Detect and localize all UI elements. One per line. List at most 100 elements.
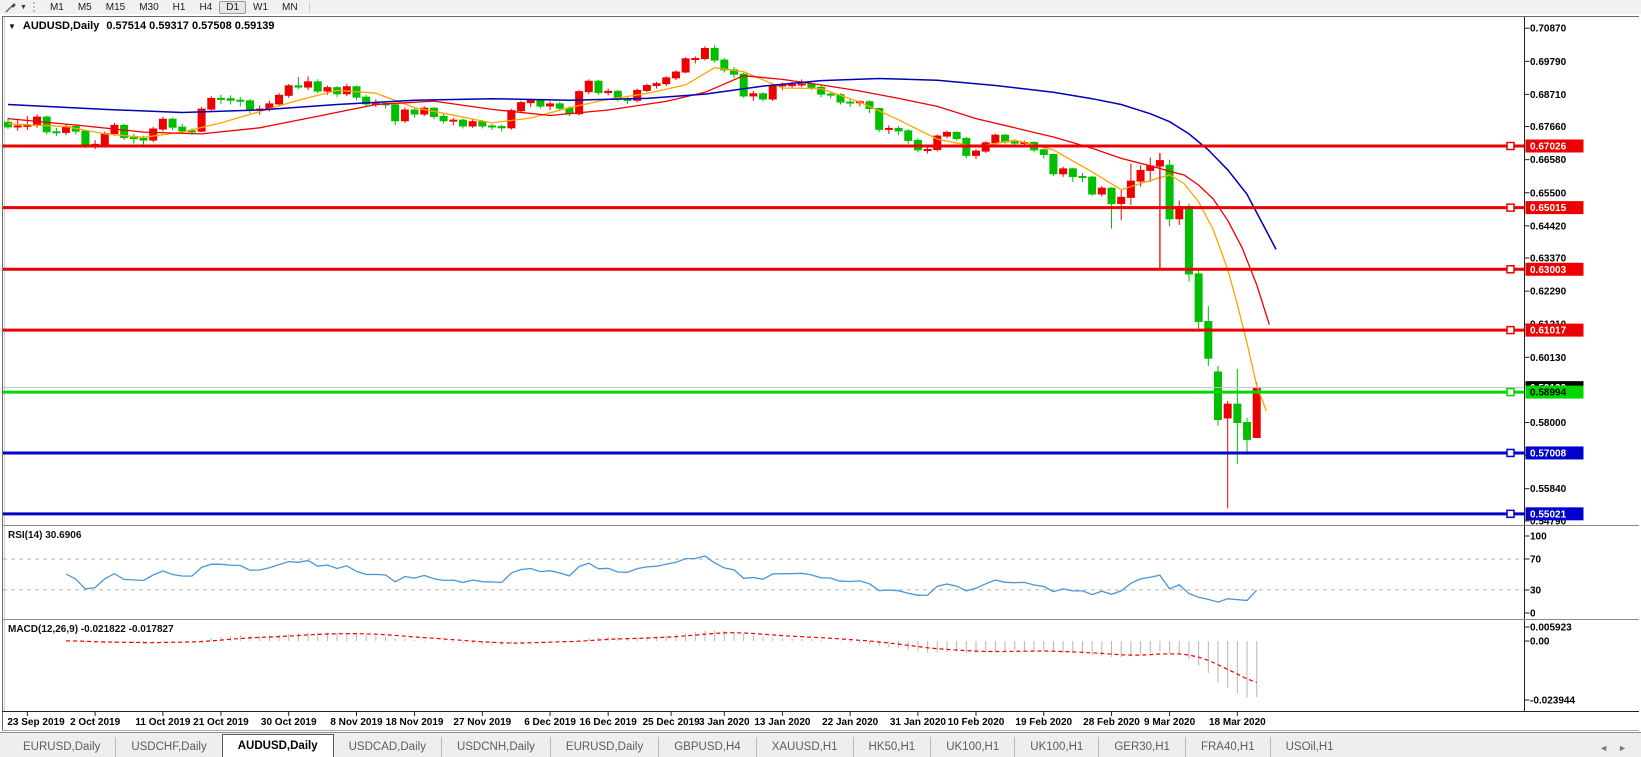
toolbar: ▼ M1 M5 M15 M30 H1 H4 D1 W1 MN	[0, 0, 1641, 15]
draw-tool-icon[interactable]	[3, 1, 17, 13]
svg-text:0.64420: 0.64420	[1530, 221, 1567, 232]
hline-price-label: 0.58994	[1530, 388, 1567, 399]
svg-text:-0.023944: -0.023944	[1530, 696, 1575, 707]
chart-collapse-icon[interactable]: ▼	[8, 21, 16, 31]
chart-title: ▼ AUDUSD,Daily 0.57514 0.59317 0.57508 0…	[8, 20, 275, 32]
svg-text:0.69790: 0.69790	[1530, 57, 1567, 68]
chart-tab-usdcad-daily[interactable]: USDCAD,Daily	[348, 741, 426, 753]
chart-tab-usoil-h1[interactable]: USOil,H1	[1269, 737, 1349, 757]
chart-tab-usdchf-daily[interactable]: USDCHF,Daily	[115, 737, 221, 757]
hline-price-label: 0.61017	[1530, 326, 1567, 337]
timeframe-button-mn[interactable]: MN	[282, 1, 298, 13]
svg-text:8 Nov 2019: 8 Nov 2019	[330, 717, 383, 728]
chart-tab-eurusd-daily[interactable]: EURUSD,Daily	[549, 737, 658, 757]
toolbar-grip[interactable]	[32, 2, 39, 12]
svg-text:0.70870: 0.70870	[1530, 24, 1567, 35]
svg-text:0.60130: 0.60130	[1530, 353, 1567, 364]
svg-text:9 Mar 2020: 9 Mar 2020	[1144, 717, 1196, 728]
macd-signal-line	[66, 632, 1257, 684]
chart-tab-eurusd-daily[interactable]: EURUSD,Daily	[23, 741, 101, 753]
svg-text:6 Dec 2019: 6 Dec 2019	[524, 717, 576, 728]
timeframe-button-m5[interactable]: M5	[77, 1, 92, 13]
timeframe-button-w1[interactable]: W1	[253, 1, 269, 13]
chart-tab-uk100-h1[interactable]: UK100,H1	[930, 737, 1014, 757]
chart-tab-fra40-h1[interactable]: FRA40,H1	[1184, 737, 1270, 757]
svg-text:13 Jan 2020: 13 Jan 2020	[754, 717, 811, 728]
svg-text:70: 70	[1530, 555, 1542, 566]
svg-text:28 Feb 2020: 28 Feb 2020	[1083, 717, 1140, 728]
timeframe-button-m1[interactable]: M1	[49, 1, 64, 13]
svg-text:0: 0	[1530, 609, 1536, 620]
svg-text:0.005923: 0.005923	[1530, 623, 1572, 634]
chart-symbol-label: AUDUSD,Daily	[22, 20, 100, 32]
chart-tab-hk50-h1[interactable]: HK50,H1	[852, 737, 931, 757]
svg-text:0.65500: 0.65500	[1530, 188, 1567, 199]
hline-handle[interactable]	[1506, 265, 1515, 274]
level-lines[interactable]	[3, 141, 1524, 519]
chart-tab-audusd-daily[interactable]: AUDUSD,Daily	[221, 734, 334, 757]
hline-price-label: 0.55021	[1530, 509, 1567, 520]
svg-text:0.58000: 0.58000	[1530, 418, 1567, 429]
svg-text:25 Dec 2019: 25 Dec 2019	[642, 717, 700, 728]
svg-text:10 Feb 2020: 10 Feb 2020	[948, 717, 1005, 728]
timeframe-button-d1[interactable]: D1	[219, 0, 247, 14]
svg-text:0.66580: 0.66580	[1530, 155, 1567, 166]
date-axis[interactable]: 23 Sep 2019 2 Oct 2019 11 Oct 2019 21 Oct 2…	[7, 711, 1266, 728]
svg-text:0.00: 0.00	[1530, 637, 1550, 648]
chart-tab-bar: EURUSD,Daily USDCHF,Daily AUDUSD,Daily USDC…	[0, 732, 1641, 757]
tab-scroll-left-button[interactable]: ◄	[1599, 742, 1609, 753]
rsi-line	[65, 555, 1258, 603]
chart-tab-xauusd-h1[interactable]: XAUUSD,H1	[755, 737, 853, 757]
macd-panel: 0.005923 0.00 -0.023944	[65, 623, 1575, 707]
svg-text:100: 100	[1530, 532, 1547, 543]
hline-price-label: 0.67026	[1530, 142, 1567, 153]
svg-text:3 Jan 2020: 3 Jan 2020	[699, 717, 750, 728]
svg-text:0.54790: 0.54790	[1530, 516, 1567, 527]
hline-price-label: 0.63003	[1530, 265, 1567, 276]
timeframe-button-m30[interactable]: M30	[139, 1, 159, 13]
svg-text:22 Jan 2020: 22 Jan 2020	[822, 717, 879, 728]
tab-scroll-right-button[interactable]: ►	[1618, 742, 1627, 753]
svg-text:30: 30	[1530, 586, 1542, 597]
hline-price-label: 0.65015	[1530, 203, 1567, 214]
svg-text:0.55840: 0.55840	[1530, 484, 1567, 495]
timeframe-button-m15[interactable]: M15	[105, 1, 126, 13]
hline-handle[interactable]	[1506, 325, 1515, 335]
svg-text:21 Oct 2019: 21 Oct 2019	[193, 717, 249, 728]
chart-tab-gbpusd-h4[interactable]: GBPUSD,H4	[658, 737, 755, 757]
draw-tool-dropdown-icon[interactable]: ▼	[20, 3, 27, 11]
svg-text:18 Mar 2020: 18 Mar 2020	[1209, 717, 1266, 728]
svg-text:11 Oct 2019: 11 Oct 2019	[135, 717, 190, 728]
svg-text:18 Nov 2019: 18 Nov 2019	[386, 717, 444, 728]
svg-text:27 Nov 2019: 27 Nov 2019	[453, 717, 511, 728]
chart-ohlc-values: 0.57514 0.59317 0.57508 0.59139	[106, 20, 275, 32]
hline-handle[interactable]	[1506, 141, 1515, 151]
svg-text:30 Oct 2019: 30 Oct 2019	[261, 717, 317, 728]
hline-handle[interactable]	[1506, 203, 1515, 212]
hline-handle[interactable]	[1506, 509, 1515, 519]
svg-text:0.68710: 0.68710	[1530, 90, 1567, 101]
ma-line-medium	[7, 75, 1270, 325]
timeframe-button-h4[interactable]: H4	[199, 1, 213, 13]
toolbar-separator	[308, 1, 310, 13]
price-line-labels: 0.591390.670260.650150.630030.610170.589…	[1525, 139, 1584, 521]
svg-text:19 Feb 2020: 19 Feb 2020	[1015, 717, 1072, 728]
chart-tab-usdcnh-daily[interactable]: USDCNH,Daily	[440, 737, 550, 757]
rsi-panel: 100 70 30 0	[3, 532, 1547, 620]
timeframe-button-h1[interactable]: H1	[172, 1, 186, 13]
chart-tab-uk100-h1[interactable]: UK100,H1	[1014, 737, 1098, 757]
price-chart[interactable]: 0.70870 0.69790 0.68710 0.67660 0.66580 0.655…	[0, 14, 1641, 732]
svg-text:2 Oct 2019: 2 Oct 2019	[70, 717, 120, 728]
svg-text:16 Dec 2019: 16 Dec 2019	[580, 717, 638, 728]
hline-handle[interactable]	[1506, 387, 1515, 397]
svg-text:0.62290: 0.62290	[1530, 287, 1567, 298]
chart-tab-ger30-h1[interactable]: GER30,H1	[1098, 737, 1185, 757]
svg-text:0.63370: 0.63370	[1530, 254, 1567, 265]
hline-price-label: 0.57008	[1530, 448, 1567, 459]
svg-text:23 Sep 2019: 23 Sep 2019	[7, 717, 65, 728]
svg-text:0.67660: 0.67660	[1530, 122, 1567, 133]
svg-text:31 Jan 2020: 31 Jan 2020	[890, 717, 947, 728]
ma-line-fast	[7, 67, 1268, 412]
hline-handle[interactable]	[1506, 448, 1515, 458]
